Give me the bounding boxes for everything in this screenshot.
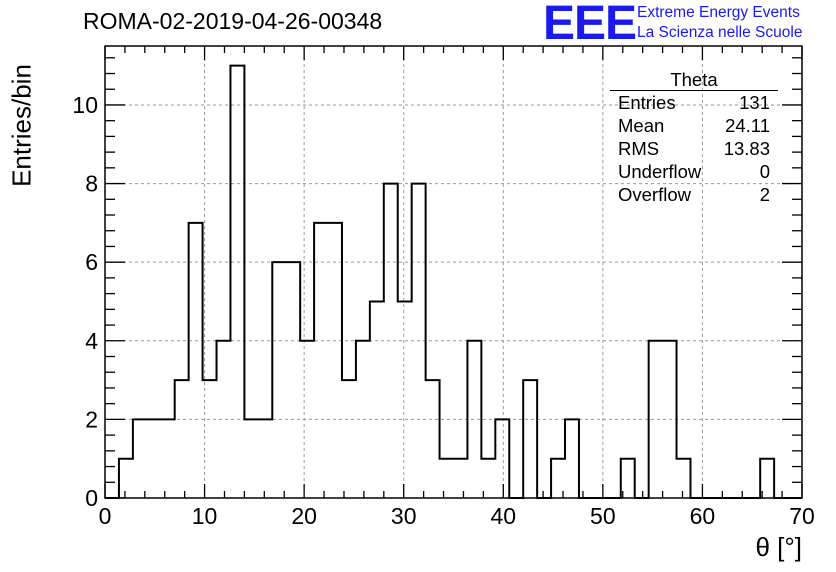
plot-frame xyxy=(104,45,803,499)
y-tick-label: 10 xyxy=(72,92,98,118)
histogram-bin xyxy=(495,419,509,498)
histogram-bin xyxy=(398,301,412,498)
histogram-bin xyxy=(440,459,454,498)
logo-line-2: La Scienza nelle Scuole xyxy=(637,24,803,41)
stats-label: Entries xyxy=(618,92,676,113)
stats-value: 24.11 xyxy=(725,115,770,136)
histogram-bin xyxy=(565,419,579,498)
stats-label: Underflow xyxy=(618,161,702,182)
chart-title: ROMA-02-2019-04-26-00348 xyxy=(83,8,383,34)
stats-row-entries: Entries 131 xyxy=(610,91,778,114)
histogram-bin xyxy=(147,419,161,498)
histogram-bin xyxy=(161,419,175,498)
histogram-bin xyxy=(217,341,231,498)
histogram-bin xyxy=(175,380,189,498)
stats-box: Theta Entries 131 Mean 24.11 RMS 13.83 U… xyxy=(610,70,778,206)
x-tick-label: 70 xyxy=(789,503,815,529)
histogram-bin xyxy=(286,262,300,498)
y-tick-label: 8 xyxy=(85,171,98,197)
histogram-bin xyxy=(370,301,384,498)
histogram-bin xyxy=(189,223,203,498)
histogram-bin xyxy=(300,341,314,498)
x-tick-label: 50 xyxy=(590,503,616,529)
y-tick-label: 0 xyxy=(85,485,98,511)
x-tick-label: 40 xyxy=(490,503,516,529)
stats-value: 13.83 xyxy=(723,138,770,159)
stats-label: Overflow xyxy=(618,184,691,205)
stats-row-overflow: Overflow 2 xyxy=(610,183,778,206)
logo-line-1: Extreme Energy Events xyxy=(637,4,800,21)
eee-logo: EEE xyxy=(543,0,637,50)
stats-title: Theta xyxy=(610,70,778,91)
x-tick-label: 10 xyxy=(192,503,218,529)
histogram-bin xyxy=(454,459,468,498)
histogram-bin xyxy=(133,419,147,498)
x-axis-label: θ [°] xyxy=(755,532,802,562)
y-tick-label: 6 xyxy=(85,249,98,275)
stats-row-rms: RMS 13.83 xyxy=(610,137,778,160)
axes xyxy=(104,45,803,499)
histogram-bin xyxy=(119,459,133,498)
stats-label: Mean xyxy=(618,115,665,136)
y-tick-label: 2 xyxy=(85,406,98,432)
histogram-bin xyxy=(649,341,663,498)
y-tick-label: 4 xyxy=(85,328,98,354)
y-axis-label: Entries/bin xyxy=(6,64,37,187)
histogram-bin xyxy=(230,66,244,498)
histogram-bin xyxy=(426,380,440,498)
histogram-bin xyxy=(272,262,286,498)
histogram-bars xyxy=(105,64,802,499)
histogram-bin xyxy=(677,459,691,498)
histogram-bin xyxy=(328,223,342,498)
histogram-bin xyxy=(314,223,328,498)
stats-label: RMS xyxy=(618,138,660,159)
histogram-bin xyxy=(342,380,356,498)
stats-value: 2 xyxy=(759,184,770,205)
x-tick-label: 0 xyxy=(99,503,112,529)
histogram-bin xyxy=(244,419,258,498)
stats-value: 131 xyxy=(739,92,770,113)
x-tick-label: 30 xyxy=(391,503,417,529)
histogram-outline xyxy=(105,64,802,499)
logo-caption: Extreme Energy Events La Scienza nelle S… xyxy=(637,3,802,43)
x-tick-label: 20 xyxy=(291,503,317,529)
stats-value: 0 xyxy=(759,161,770,182)
histogram-bin xyxy=(258,419,272,498)
histogram-bin xyxy=(523,380,537,498)
x-tick-label: 60 xyxy=(690,503,716,529)
stats-row-mean: Mean 24.11 xyxy=(610,114,778,137)
stats-row-underflow: Underflow 0 xyxy=(610,160,778,183)
